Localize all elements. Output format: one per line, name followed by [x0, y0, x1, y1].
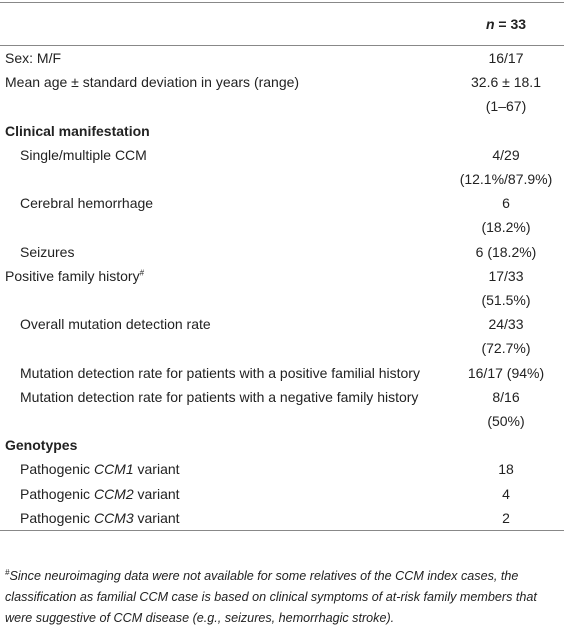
- label-text: Mutation detection rate for patients wit…: [20, 364, 420, 381]
- value-line: 32.6 ± 18.1: [471, 74, 541, 91]
- footnote: #Since neuroimaging data were not availa…: [5, 566, 557, 629]
- table-row: Clinical manifestation: [0, 119, 564, 143]
- value-line: (50%): [487, 413, 525, 430]
- footnote-ref: #: [139, 268, 145, 278]
- row-label: Cerebral hemorrhage: [0, 191, 448, 239]
- label-text: variant: [137, 461, 180, 478]
- value-line: (18.2%): [481, 219, 531, 236]
- table-row: Pathogenic CCM1 variant 18: [0, 457, 564, 481]
- label-text: Overall mutation detection rate: [20, 316, 211, 333]
- value-line: 4/29: [492, 146, 520, 163]
- row-value: 4/29 (12.1%/87.9%): [448, 143, 564, 191]
- table-row: Positive family history# 17/33 (51.5%): [0, 264, 564, 312]
- value-line: 18: [498, 461, 514, 478]
- table-row: Cerebral hemorrhage 6 (18.2%): [0, 191, 564, 239]
- label-text: Seizures: [20, 243, 75, 260]
- header-rest: = 33: [498, 16, 527, 32]
- row-value: 16/17: [448, 46, 564, 71]
- header-row: n = 33: [0, 2, 564, 46]
- header-blank: [0, 2, 448, 46]
- label-text: Pathogenic: [20, 461, 91, 478]
- value-line: (51.5%): [481, 292, 531, 309]
- value-line: 8/16: [492, 388, 520, 405]
- row-value: 24/33 (72.7%): [448, 312, 564, 360]
- gene-name: CCM3: [93, 509, 134, 526]
- table-row: Mean age ± standard deviation in years (…: [0, 70, 564, 118]
- value-line: 6: [502, 195, 510, 212]
- value-line: 24/33: [488, 316, 524, 333]
- row-label: Genotypes: [0, 433, 448, 457]
- label-text: variant: [137, 509, 180, 526]
- label-text: Sex: M/F: [5, 50, 62, 66]
- row-label: Mutation detection rate for patients wit…: [0, 361, 448, 385]
- label-text: Clinical manifestation: [5, 122, 150, 139]
- value-line: 4: [502, 485, 510, 502]
- label-text: Pathogenic: [20, 509, 91, 526]
- row-label: Mean age ± standard deviation in years (…: [0, 70, 448, 118]
- row-value: 6 (18.2%): [448, 240, 564, 264]
- value-line: 2: [502, 509, 510, 526]
- label-text: Mean age ± standard deviation in years (…: [5, 74, 300, 91]
- footnote-text: Since neuroimaging data were not availab…: [5, 569, 537, 625]
- row-value: 2: [448, 506, 564, 531]
- row-label: Mutation detection rate for patients wit…: [0, 385, 448, 433]
- value-line: 17/33: [488, 267, 524, 284]
- table-row: Pathogenic CCM3 variant 2: [0, 506, 564, 531]
- table-row: Single/multiple CCM 4/29 (12.1%/87.9%): [0, 143, 564, 191]
- value-line: 6 (18.2%): [475, 243, 537, 260]
- header-cell: n = 33: [448, 2, 564, 46]
- label-text: Single/multiple CCM: [20, 146, 147, 163]
- row-label: Clinical manifestation: [0, 119, 448, 143]
- row-label: Overall mutation detection rate: [0, 312, 448, 360]
- label-text: Genotypes: [5, 437, 78, 454]
- label-text: Mutation detection rate for patients wit…: [20, 388, 419, 405]
- table-row: Seizures 6 (18.2%): [0, 240, 564, 264]
- row-value: 17/33 (51.5%): [448, 264, 564, 312]
- row-label: Pathogenic CCM3 variant: [0, 506, 448, 531]
- table-row: Genotypes: [0, 433, 564, 457]
- header-var: n: [485, 16, 495, 32]
- row-label: Sex: M/F: [0, 46, 448, 71]
- value-line: 16/17: [488, 50, 524, 66]
- row-label: Pathogenic CCM2 variant: [0, 482, 448, 506]
- table-body: Sex: M/F 16/17 Mean age ± standard deviati…: [0, 46, 564, 531]
- row-value: 8/16 (50%): [448, 385, 564, 433]
- value-line: (1–67): [485, 98, 527, 115]
- label-text: variant: [137, 485, 180, 502]
- row-value: 6 (18.2%): [448, 191, 564, 239]
- row-label: Single/multiple CCM: [0, 143, 448, 191]
- row-label: Pathogenic CCM1 variant: [0, 457, 448, 481]
- gene-name: CCM2: [93, 485, 134, 502]
- row-label: Positive family history#: [0, 264, 448, 312]
- table-row: Sex: M/F 16/17: [0, 46, 564, 71]
- row-value: [448, 433, 564, 457]
- table-row: Pathogenic CCM2 variant 4: [0, 482, 564, 506]
- table-row: Mutation detection rate for patients wit…: [0, 361, 564, 385]
- label-text: Pathogenic: [20, 485, 91, 502]
- table-row: Overall mutation detection rate 24/33 (72.…: [0, 312, 564, 360]
- value-line: (72.7%): [481, 340, 531, 357]
- data-table: n = 33 Sex: M/F 16/17 Mean age ± standard …: [0, 2, 564, 532]
- value-line: (12.1%/87.9%): [459, 171, 553, 188]
- row-value: 4: [448, 482, 564, 506]
- row-value: 18: [448, 457, 564, 481]
- footnote-mark: #: [5, 567, 10, 577]
- label-text: Cerebral hemorrhage: [20, 195, 154, 212]
- gene-name: CCM1: [93, 461, 134, 478]
- row-label: Seizures: [0, 240, 448, 264]
- row-value: [448, 119, 564, 143]
- row-value: 16/17 (94%): [448, 361, 564, 385]
- row-value: 32.6 ± 18.1 (1–67): [448, 70, 564, 118]
- table-row: Mutation detection rate for patients wit…: [0, 385, 564, 433]
- value-line: 16/17 (94%): [467, 364, 545, 381]
- label-text: Positive family history: [5, 267, 140, 284]
